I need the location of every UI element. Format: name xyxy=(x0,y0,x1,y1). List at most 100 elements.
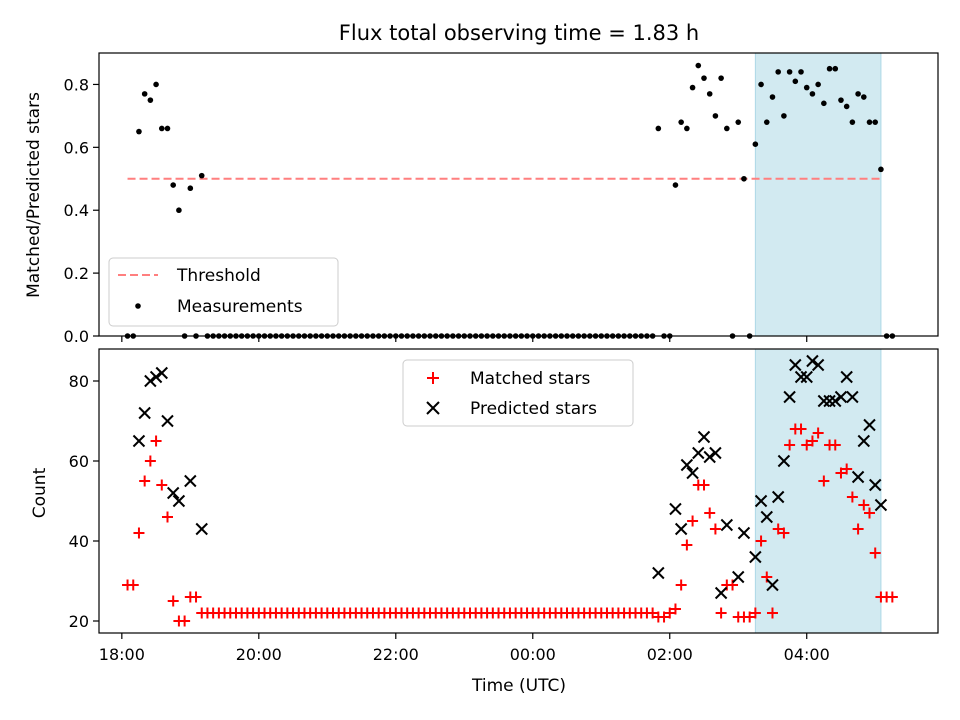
legend-measurements-label: Measurements xyxy=(177,297,303,317)
measurement-point xyxy=(735,119,742,125)
matched-star-point xyxy=(858,499,870,511)
measurement-point xyxy=(689,84,696,91)
measurement-point xyxy=(141,91,148,97)
measurement-point xyxy=(826,65,833,72)
legend-matched-label: Matched stars xyxy=(470,369,590,389)
matched-star-point xyxy=(778,527,790,539)
measurement-point xyxy=(724,125,730,132)
top-y-axis-label: Matched/Predicted stars xyxy=(24,92,44,298)
predicted-star-point xyxy=(720,518,734,532)
y-tick-label: 0.6 xyxy=(64,138,89,157)
predicted-star-point xyxy=(806,354,819,368)
legend-measurements-swatch xyxy=(135,303,141,309)
predicted-star-point xyxy=(771,490,785,504)
measurement-point xyxy=(170,182,176,188)
predicted-star-point xyxy=(874,498,888,512)
measurement-point xyxy=(775,69,781,75)
bottom-y-axis-label: Count xyxy=(30,467,50,518)
measurement-point xyxy=(769,94,776,100)
predicted-star-point xyxy=(783,390,796,404)
matched-star-point xyxy=(139,475,151,487)
predicted-star-point xyxy=(714,586,728,600)
chart-title: Flux total observing time = 1.83 h xyxy=(339,21,699,45)
measurement-point xyxy=(821,100,827,107)
matched-star-point xyxy=(681,539,693,551)
measurement-point xyxy=(792,78,799,85)
y-tick-label: 20 xyxy=(69,612,89,631)
measurement-point xyxy=(158,125,165,132)
measurement-point xyxy=(798,69,804,75)
predicted-star-point xyxy=(680,458,694,472)
measurement-point xyxy=(855,91,861,97)
bottom-legend-box xyxy=(402,359,634,427)
predicted-star-point xyxy=(132,434,146,448)
measurement-point xyxy=(809,91,816,97)
predicted-star-point xyxy=(829,394,842,408)
measurement-point xyxy=(861,94,867,100)
matched-star-point xyxy=(886,591,898,603)
x-tick-label: 04:00 xyxy=(784,645,830,664)
measurement-point xyxy=(655,125,662,132)
measurement-point xyxy=(843,103,850,110)
measurement-point xyxy=(198,172,205,179)
measurement-point xyxy=(781,113,787,119)
matched-star-point xyxy=(179,615,191,627)
matched-star-point xyxy=(190,591,202,603)
predicted-star-point xyxy=(800,370,813,384)
matched-star-point xyxy=(852,523,864,535)
predicted-star-point xyxy=(749,550,762,564)
predicted-star-point xyxy=(732,570,745,584)
predicted-star-point xyxy=(846,390,859,404)
y-tick-label: 0.2 xyxy=(64,264,89,283)
measurement-point xyxy=(803,84,810,91)
matched-star-point xyxy=(167,595,179,607)
matched-star-point xyxy=(156,479,168,491)
x-tick-label: 20:00 xyxy=(236,645,282,664)
matched-star-point xyxy=(812,427,824,439)
matched-star-point xyxy=(744,611,756,623)
y-tick-label: 60 xyxy=(69,452,89,471)
matched-star-point xyxy=(704,507,716,519)
x-tick-label: 00:00 xyxy=(510,645,556,664)
predicted-star-point xyxy=(184,474,197,488)
measurement-point xyxy=(153,81,159,88)
matched-star-point xyxy=(829,439,841,451)
predicted-star-point xyxy=(172,494,186,508)
y-tick-label: 40 xyxy=(69,532,89,551)
measurement-point xyxy=(741,175,747,182)
matched-star-point xyxy=(772,523,784,535)
y-tick-label: 80 xyxy=(69,372,89,391)
matched-star-point xyxy=(715,607,727,619)
measurement-point xyxy=(695,62,702,69)
predicted-star-point xyxy=(652,566,665,580)
matched-star-point xyxy=(835,467,847,479)
x-axis-label: Time (UTC) xyxy=(471,676,566,696)
measurement-point xyxy=(147,97,154,103)
matched-star-point xyxy=(727,579,739,591)
measurement-point xyxy=(815,81,821,88)
matched-star-point xyxy=(647,607,659,619)
measurement-point xyxy=(701,75,707,81)
predicted-star-point xyxy=(789,358,802,372)
predicted-star-point xyxy=(840,370,853,384)
measurement-point xyxy=(136,128,142,135)
measurement-point xyxy=(176,207,182,214)
predicted-star-point xyxy=(161,414,174,428)
x-tick-label: 18:00 xyxy=(99,645,145,664)
predicted-star-point xyxy=(869,478,882,492)
predicted-star-point xyxy=(857,434,871,448)
matched-star-point xyxy=(841,463,853,475)
bottom-axes-frame xyxy=(98,348,939,634)
measurement-point xyxy=(763,119,770,125)
predicted-star-point xyxy=(697,430,711,444)
matched-star-point xyxy=(709,523,721,535)
measurement-point xyxy=(672,182,679,188)
y-tick-label: 0.8 xyxy=(64,75,89,94)
measurement-point xyxy=(878,166,884,173)
predicted-star-point xyxy=(709,446,722,460)
measurement-point xyxy=(752,141,759,147)
predicted-star-point xyxy=(166,486,180,500)
measurement-point xyxy=(758,81,764,88)
